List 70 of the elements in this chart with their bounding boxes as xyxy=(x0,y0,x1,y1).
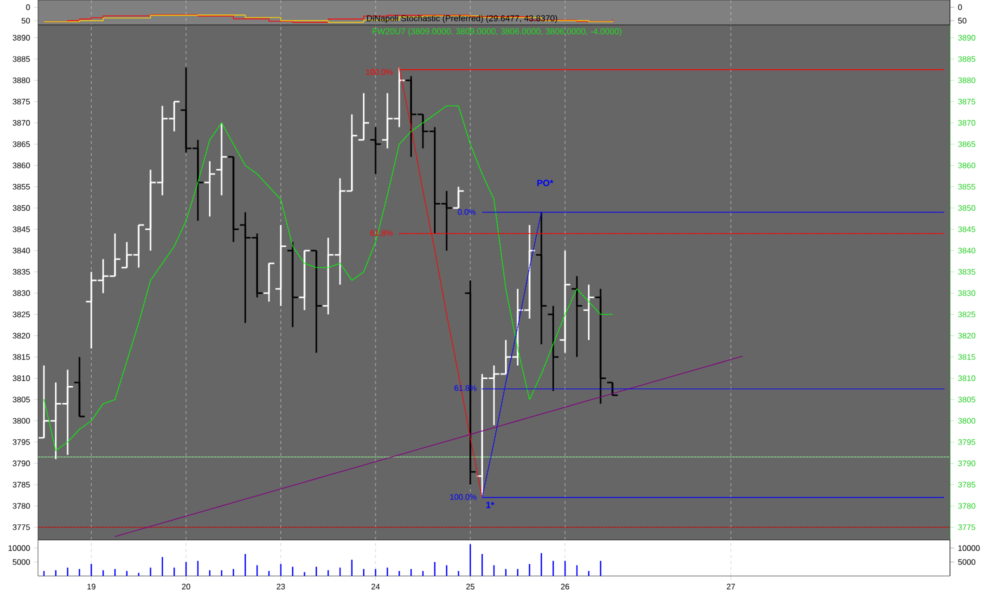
y-tick-label: 3830 xyxy=(12,290,30,296)
y2-tick-label: 3780 xyxy=(958,503,976,509)
y-tick-label: 3805 xyxy=(12,396,30,402)
annotation: 100.0% xyxy=(366,69,393,75)
y2-tick-label: 3790 xyxy=(958,460,976,466)
y2-tick-label: 3855 xyxy=(958,184,976,190)
y2-tick-label: 3795 xyxy=(958,439,976,445)
y2-tick-label: 3775 xyxy=(958,524,976,530)
y-tick-label: 3865 xyxy=(12,141,30,147)
x-tick-label: 26 xyxy=(561,584,570,590)
y-tick-label: 0 xyxy=(26,4,30,10)
y-tick-label: 3875 xyxy=(12,98,30,104)
y2-tick-label: 3815 xyxy=(958,354,976,360)
y2-tick-label: 3830 xyxy=(958,290,976,296)
y-tick-label: 3785 xyxy=(12,482,30,488)
y2-tick-label: 10000 xyxy=(958,545,980,551)
y-tick-label: 3850 xyxy=(12,205,30,211)
y2-tick-label: 3820 xyxy=(958,332,976,339)
annotation: 61.8% xyxy=(370,230,393,236)
y-tick-label: 50 xyxy=(22,18,30,24)
y2-tick-label: 3890 xyxy=(958,34,976,41)
y-tick-label: 3835 xyxy=(12,269,30,275)
y-tick-label: 3810 xyxy=(12,375,30,382)
y-tick-label: 3795 xyxy=(12,439,30,445)
x-tick-label: 27 xyxy=(726,584,735,590)
chart-title: FW20U7 (3809.0000, 3809.0000, 3806.0000, 3806.0000, -4.0000) xyxy=(372,28,622,36)
y2-tick-label: 3785 xyxy=(958,482,976,488)
y2-tick-label: 0 xyxy=(958,4,962,10)
y-tick-label: 3840 xyxy=(12,248,30,254)
annotation: 0.0% xyxy=(458,209,476,215)
y2-tick-label: 3880 xyxy=(958,77,976,84)
y-tick-label: 10000 xyxy=(8,545,30,551)
y-tick-label: 3780 xyxy=(12,503,30,509)
y2-tick-label: 3865 xyxy=(958,141,976,147)
y-tick-label: 3880 xyxy=(12,77,30,84)
y-tick-label: 3825 xyxy=(12,312,30,318)
y2-tick-label: 3860 xyxy=(958,162,976,168)
y-tick-label: 5000 xyxy=(12,559,30,565)
y2-tick-label: 5000 xyxy=(958,559,976,565)
y2-tick-label: 3885 xyxy=(958,56,976,62)
y-tick-label: 3815 xyxy=(12,354,30,360)
y2-tick-label: 50 xyxy=(958,18,966,24)
y2-tick-label: 3805 xyxy=(958,396,976,402)
x-tick-label: 25 xyxy=(466,584,474,590)
y-tick-label: 3870 xyxy=(12,120,30,126)
x-tick-label: 20 xyxy=(182,584,190,590)
y2-tick-label: 3800 xyxy=(958,418,976,424)
x-tick-label: 24 xyxy=(372,584,380,590)
y2-tick-label: 3825 xyxy=(958,312,976,318)
y2-tick-label: 3835 xyxy=(958,269,976,275)
y-tick-label: 3855 xyxy=(12,184,30,190)
y-tick-label: 3820 xyxy=(12,332,30,339)
y-tick-label: 3885 xyxy=(12,56,30,62)
y2-tick-label: 3810 xyxy=(958,375,976,382)
y-tick-label: 3800 xyxy=(12,418,30,424)
y-tick-label: 3860 xyxy=(12,162,30,168)
y-tick-label: 3845 xyxy=(12,226,30,232)
y-tick-label: 3790 xyxy=(12,460,30,466)
y2-tick-label: 3845 xyxy=(958,226,976,232)
annotation: 1* xyxy=(486,502,494,508)
y-tick-label: 3890 xyxy=(12,34,30,41)
annotation: PO* xyxy=(537,180,554,186)
x-tick-label: 23 xyxy=(276,584,285,590)
y2-tick-label: 3850 xyxy=(958,205,976,211)
annotation: 100.0% xyxy=(450,494,477,500)
y-tick-label: 3775 xyxy=(12,524,30,530)
y2-tick-label: 3840 xyxy=(958,248,976,254)
y2-tick-label: 3875 xyxy=(958,98,976,104)
y2-tick-label: 3870 xyxy=(958,120,976,126)
x-tick-label: 19 xyxy=(87,584,96,590)
